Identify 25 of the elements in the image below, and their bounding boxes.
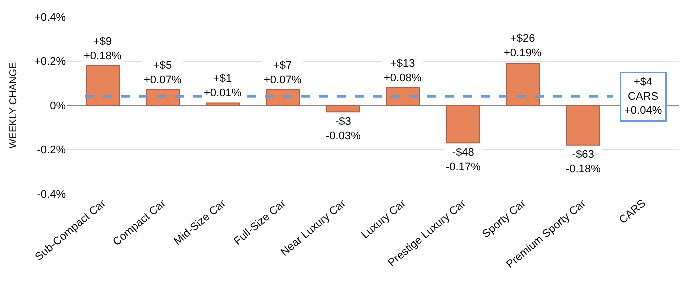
- y-tick-label: 0%: [50, 100, 66, 112]
- data-label: -$3 -0.03%: [326, 116, 362, 142]
- y-axis-title: WEEKLY CHANGE: [8, 62, 20, 149]
- data-label: +$1 +0.01%: [204, 73, 242, 100]
- y-tick-label: -0.2%: [37, 144, 66, 157]
- data-label: +$9 +0.18%: [84, 36, 122, 62]
- bar: [386, 87, 420, 106]
- ref-line-label: +$4 CARS +0.04%: [624, 76, 662, 118]
- bar: [566, 105, 600, 146]
- bar: [146, 90, 180, 106]
- bar: [506, 62, 540, 106]
- y-tick-label: +0.2%: [34, 56, 66, 68]
- bar: [86, 65, 120, 106]
- data-label: -$63 -0.18%: [566, 149, 602, 176]
- data-label: +$26 +0.19%: [504, 33, 542, 60]
- data-label: +$13 +0.08%: [384, 58, 422, 84]
- bar: [266, 90, 300, 106]
- data-label: +$7 +0.07%: [264, 60, 302, 86]
- bar: [326, 105, 360, 113]
- data-label: +$5 +0.07%: [144, 60, 182, 86]
- data-label: -$48 -0.17%: [446, 147, 482, 174]
- y-tick-label: +0.4%: [34, 12, 66, 24]
- y-tick-label: -0.4%: [37, 188, 66, 201]
- bar: [206, 102, 240, 106]
- bar: [446, 105, 480, 144]
